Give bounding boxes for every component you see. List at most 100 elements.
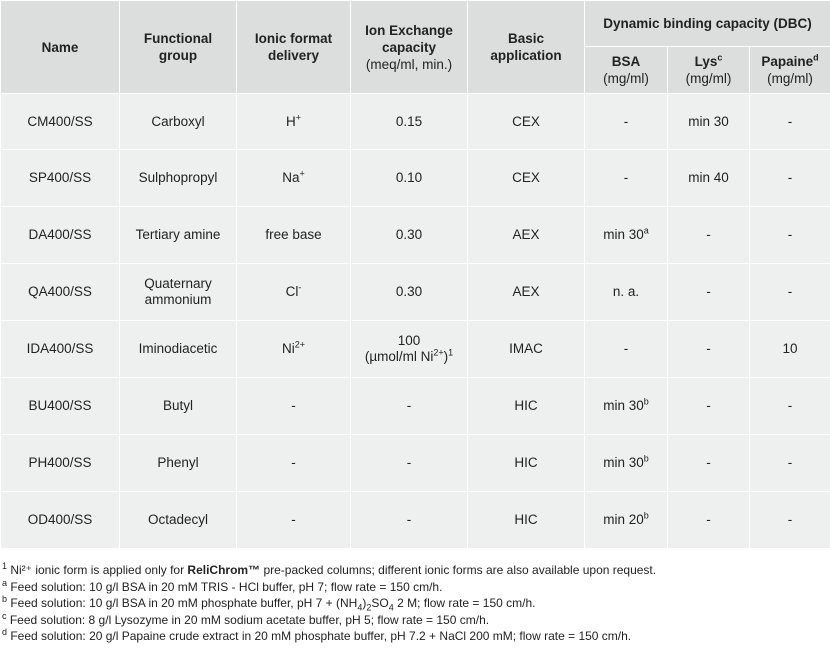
cell-dbc-bsa: min 30b — [584, 434, 668, 492]
footnotes: 1 Ni²⁺ ionic form is applied only for Re… — [0, 562, 830, 645]
cell-dbc-lys: - — [667, 491, 750, 549]
footnote-1-pre: Ni²⁺ ionic form is applied only for — [7, 563, 188, 577]
cell-iex-value: 0.30 — [395, 284, 423, 299]
cell-name: IDA400/SS — [0, 320, 120, 378]
cell-dbc-lys: min 40 — [667, 149, 750, 207]
cell-basic-application: IMAC — [467, 320, 585, 378]
cell-dbc-papaine: - — [748, 491, 830, 549]
cell-dbc-papaine: - — [748, 93, 830, 150]
footnote-b-sub3: 4 — [388, 602, 394, 613]
cell-dbc-bsa: n. a. — [584, 263, 668, 321]
cell-ionic-format-sup: + — [299, 168, 305, 179]
cell-dbc-papaine: 10 — [748, 320, 830, 378]
cell-basic-application: AEX — [467, 263, 585, 321]
cell-dbc-bsa-sup: b — [643, 453, 649, 464]
cell-ionic-format-sup: - — [298, 282, 302, 293]
cell-iex-value: - — [406, 455, 412, 470]
table-header: Name Functional group Ionic format deliv… — [0, 0, 830, 94]
cell-basic-application: HIC — [467, 491, 585, 549]
cell-iex-capacity: - — [350, 434, 468, 492]
header-dbc-text: Dynamic binding capacity (DBC) — [603, 16, 812, 31]
cell-dbc-bsa-text: min 30 — [603, 455, 644, 470]
cell-name: DA400/SS — [0, 206, 120, 264]
cell-iex-note-sup: 2+ — [433, 347, 444, 358]
cell-basic-application: AEX — [467, 206, 585, 264]
cell-dbc-papaine: - — [748, 434, 830, 492]
header-papaine-sup: d — [813, 52, 819, 63]
footnote-d-text: Feed solution: 20 g/l Papaine crude extr… — [7, 629, 632, 644]
cell-iex-value: - — [406, 398, 412, 413]
cell-iex-note: (µmol/ml Ni — [364, 349, 434, 364]
table-row: QA400/SS Quaternary ammonium Cl- 0.30 AEX n. … — [0, 263, 830, 321]
cell-ionic-format: - — [236, 434, 351, 492]
resin-specification-table: Name Functional group Ionic format deliv… — [0, 0, 830, 549]
cell-functional-group: Sulphopropyl — [119, 149, 237, 207]
cell-ionic-format: - — [236, 377, 351, 435]
table-body: CM400/SS Carboxyl H+ 0.15 CEX - min 30- SP400/S… — [0, 93, 830, 549]
cell-functional-group: Quaternary ammonium — [119, 263, 237, 321]
footnote-1-post: pre-packed columns; different ionic form… — [260, 563, 657, 577]
cell-dbc-papaine: - — [748, 263, 830, 321]
table-row: SP400/SS Sulphopropyl Na+ 0.10 CEX - min 40- — [0, 149, 830, 207]
cell-functional-group: Tertiary amine — [119, 206, 237, 264]
cell-iex-value: 0.30 — [395, 227, 423, 242]
cell-name: CM400/SS — [0, 93, 120, 150]
header-iex-title: Ion Exchange capacity — [365, 22, 453, 55]
cell-iex-capacity: 0.10 — [350, 149, 468, 207]
cell-dbc-lys: - — [667, 377, 750, 435]
cell-ionic-format-text: Na — [282, 170, 300, 185]
cell-dbc-lys: - — [667, 263, 750, 321]
cell-basic-application: CEX — [467, 93, 585, 150]
cell-ionic-format: H+ — [236, 93, 351, 150]
cell-name: PH400/SS — [0, 434, 120, 492]
cell-dbc-bsa: - — [584, 93, 668, 150]
cell-iex-value: - — [406, 512, 412, 527]
cell-functional-group: Carboxyl — [119, 93, 237, 150]
table-row: DA400/SS Tertiary amine free base 0.30 AEX mi… — [0, 206, 830, 264]
cell-dbc-lys: min 30 — [667, 93, 750, 150]
header-name: Name — [0, 0, 120, 94]
cell-dbc-bsa-sup: b — [643, 396, 649, 407]
cell-ionic-format-text: free base — [265, 227, 322, 242]
cell-name: SP400/SS — [0, 149, 120, 207]
footnote-b-post: 2 M; flow rate = 150 cm/h. — [393, 596, 536, 611]
cell-iex-value: 100 — [397, 333, 421, 348]
cell-dbc-bsa-text: - — [623, 170, 629, 185]
header-basic-application: Basic application — [467, 0, 585, 94]
header-lys: Lysc (mg/ml) — [667, 46, 750, 94]
cell-dbc-bsa: - — [584, 149, 668, 207]
header-iex-capacity: Ion Exchange capacity (meq/ml, min.) — [350, 0, 468, 94]
cell-dbc-bsa: - — [584, 320, 668, 378]
cell-basic-application: HIC — [467, 377, 585, 435]
header-functional-group-text: Functional group — [143, 31, 213, 63]
header-ionic-format-text: Ionic format delivery — [254, 31, 333, 63]
cell-dbc-bsa-text: - — [623, 341, 629, 356]
cell-dbc-bsa-text: - — [623, 113, 629, 129]
cell-ionic-format: free base — [236, 206, 351, 264]
cell-iex-note-end: ) — [443, 349, 449, 364]
cell-name: QA400/SS — [0, 263, 120, 321]
header-papaine-unit: (mg/ml) — [767, 71, 813, 86]
cell-dbc-lys: - — [667, 320, 750, 378]
cell-iex-capacity: 100 (µmol/ml Ni2+)1 — [350, 320, 468, 378]
footnote-a-mark: a — [2, 577, 8, 588]
footnote-a-text: Feed solution: 10 g/l BSA in 20 mM TRIS … — [7, 579, 443, 594]
header-papaine: Papained (mg/ml) — [748, 46, 830, 94]
cell-iex-capacity: - — [350, 491, 468, 549]
cell-dbc-lys: - — [667, 434, 750, 492]
cell-dbc-lys: - — [667, 206, 750, 264]
cell-dbc-bsa-text: min 30 — [603, 227, 644, 242]
cell-ionic-format: - — [236, 491, 351, 549]
cell-functional-group: Iminodiacetic — [119, 320, 237, 378]
cell-functional-group: Octadecyl — [119, 491, 237, 549]
footnote-b-mark: b — [2, 594, 8, 605]
cell-dbc-bsa-text: min 20 — [603, 512, 644, 527]
footnote-c-text: Feed solution: 8 g/l Lysozyme in 20 mM s… — [6, 612, 490, 627]
table-row: PH400/SS Phenyl - - HIC min 30b - - — [0, 434, 830, 492]
cell-ionic-format-text: H — [285, 113, 296, 129]
cell-ionic-format-text: Cl — [285, 284, 299, 299]
cell-basic-application: CEX — [467, 149, 585, 207]
header-papaine-text: Papaine — [761, 54, 814, 69]
cell-ionic-format-text: - — [291, 455, 296, 470]
footnote-1: 1 Ni²⁺ ionic form is applied only for Re… — [2, 562, 830, 579]
